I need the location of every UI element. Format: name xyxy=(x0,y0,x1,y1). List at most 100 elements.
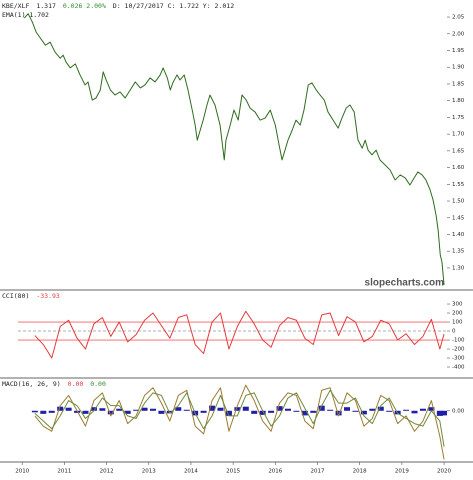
histogram-bar xyxy=(327,409,334,411)
histogram-bar xyxy=(200,410,207,413)
y-tick-label: 1.30 xyxy=(452,265,465,271)
y-tick-label: 1.80 xyxy=(452,98,465,104)
histogram-bar xyxy=(386,410,393,412)
y-tick-label: 0 xyxy=(452,329,456,335)
histogram-bar xyxy=(209,405,216,411)
y-tick-label: 1.75 xyxy=(452,115,465,121)
y-tick-label: 1.60 xyxy=(452,165,465,171)
y-tick-label: 1.70 xyxy=(452,132,465,138)
histogram-bar xyxy=(293,410,300,412)
histogram-bar xyxy=(57,406,64,411)
macd-title: MACD(16, 26, 9) xyxy=(2,380,61,388)
histogram-bar xyxy=(116,408,123,411)
y-tick-label: 1.35 xyxy=(452,249,465,255)
y-tick-label: 2.00 xyxy=(452,31,465,37)
histogram-bar xyxy=(259,410,266,415)
y-tick-label: 1.65 xyxy=(452,148,465,154)
y-tick-label: 300 xyxy=(452,302,463,308)
histogram-bar xyxy=(441,410,447,416)
y-tick-label: 1.45 xyxy=(452,215,465,221)
histogram-bar xyxy=(99,408,106,411)
x-tick-label: 2020 xyxy=(437,469,451,475)
cci-title: CCI(80) xyxy=(2,292,29,300)
histogram-bar xyxy=(90,407,97,411)
cci-last: -33.93 xyxy=(36,292,60,300)
macd-header: MACD(16, 26, 9) 0.00 0.00 xyxy=(2,380,106,388)
macd-reading: 0.00 xyxy=(68,380,84,388)
last-price: 1.317 xyxy=(36,2,56,10)
histogram-bar xyxy=(175,407,182,411)
x-tick-label: 2017 xyxy=(310,469,324,475)
histogram-bar xyxy=(149,408,156,411)
x-tick-label: 2014 xyxy=(184,469,198,475)
y-tick-label: 1.90 xyxy=(452,65,465,71)
signal-reading: 0.00 xyxy=(90,380,106,388)
histogram-bar xyxy=(276,406,283,411)
histogram-bar xyxy=(360,410,367,415)
x-tick-label: 2016 xyxy=(268,469,282,475)
x-tick-label: 2012 xyxy=(100,469,114,475)
price-header: KBE/XLF 1.317 0.026 2.00% D: 10/27/2017 … xyxy=(2,2,234,10)
y-tick-label: -200 xyxy=(452,347,465,353)
histogram-bar xyxy=(352,410,359,412)
price-change: 0.026 2.00% xyxy=(63,2,106,10)
histogram-bar xyxy=(428,407,435,411)
x-tick-label: 2013 xyxy=(142,469,156,475)
histogram-bar xyxy=(217,407,224,411)
histogram-bar xyxy=(242,406,249,411)
y-tick-label: 1.85 xyxy=(452,81,465,87)
histogram-bar xyxy=(65,407,72,411)
histogram-bar xyxy=(310,410,317,413)
histogram-bar xyxy=(133,409,140,411)
plot-area xyxy=(31,384,447,460)
series-line xyxy=(23,13,445,286)
x-tick-label: 2010 xyxy=(15,469,29,475)
histogram-bar xyxy=(436,410,443,416)
x-tick-label: 2018 xyxy=(353,469,367,475)
plot-area xyxy=(23,13,445,286)
series-line xyxy=(34,310,445,359)
histogram-bar xyxy=(284,408,291,411)
indicator-label: EMA(1) 1.702 xyxy=(2,11,49,19)
cci-header: CCI(80) -33.93 xyxy=(2,292,60,300)
histogram-bar xyxy=(369,408,376,411)
histogram-bar xyxy=(377,406,384,411)
x-tick-label: 2015 xyxy=(226,469,240,475)
histogram-bar xyxy=(318,405,325,411)
y-tick-label: -300 xyxy=(452,356,465,362)
histogram-bar xyxy=(301,410,308,416)
histogram-bar xyxy=(225,410,232,416)
symbol: KBE/XLF xyxy=(2,2,29,10)
series-line xyxy=(34,389,445,447)
histogram-bar xyxy=(335,410,342,416)
histogram-bar xyxy=(166,410,173,414)
histogram-bar xyxy=(107,410,114,415)
histogram-bar xyxy=(40,410,47,414)
y-tick-label: 1.50 xyxy=(452,199,465,205)
histogram-bar xyxy=(344,407,351,411)
y-tick-label: 1.55 xyxy=(452,182,465,188)
price-info: D: 10/27/2017 C: 1.722 Y: 2.012 xyxy=(113,2,234,10)
y-tick-label: 2.05 xyxy=(452,15,465,21)
histogram-bar xyxy=(411,410,418,414)
y-tick-label: -100 xyxy=(452,338,465,344)
histogram-bar xyxy=(158,410,165,414)
histogram-bar xyxy=(234,407,241,411)
y-tick-label: 0.00 xyxy=(452,408,465,414)
histogram-bar xyxy=(268,410,275,413)
watermark: slopecharts.com xyxy=(365,278,445,289)
histogram-bar xyxy=(82,410,89,414)
y-tick-label: 200 xyxy=(452,311,463,317)
y-tick-label: 1.95 xyxy=(452,48,465,54)
series-line xyxy=(34,384,445,460)
histogram-bar xyxy=(419,408,426,411)
plot-area xyxy=(18,310,447,359)
histogram-bar xyxy=(183,409,190,411)
x-tick-label: 2011 xyxy=(57,469,71,475)
histogram-bar xyxy=(251,410,258,414)
y-tick-label: 100 xyxy=(452,320,463,326)
histogram-bar xyxy=(141,407,148,411)
histogram-bar xyxy=(124,410,131,414)
y-tick-label: 1.40 xyxy=(452,232,465,238)
